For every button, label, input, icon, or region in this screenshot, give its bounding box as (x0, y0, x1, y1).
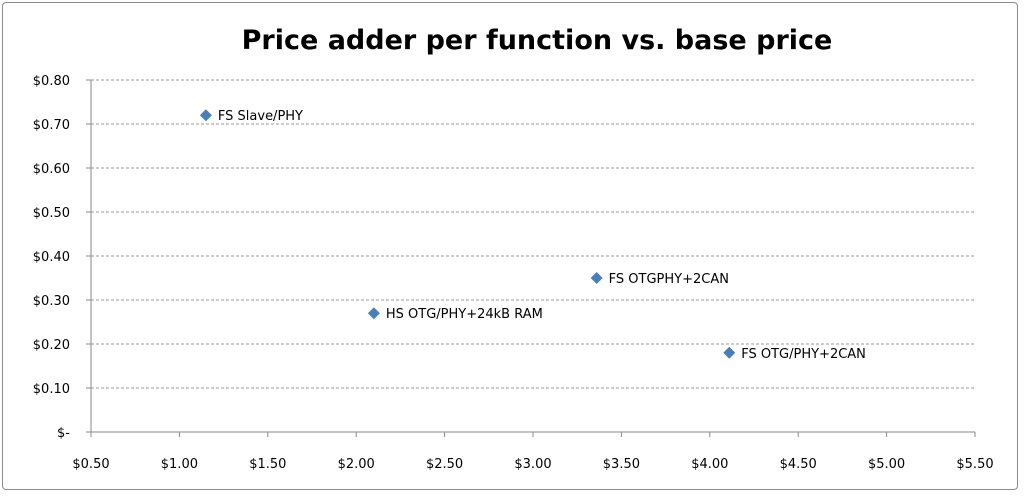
data-point-label: FS OTGPHY+2CAN (609, 272, 729, 287)
x-tick-label: $3.50 (603, 457, 640, 472)
data-point-label: FS OTG/PHY+2CAN (741, 347, 866, 362)
y-tick-label: $0.80 (33, 74, 70, 89)
x-tick-label: $2.50 (426, 457, 463, 472)
x-tick-label: $1.50 (249, 457, 286, 472)
x-tick-label: $4.00 (691, 457, 728, 472)
y-tick-label: $0.10 (33, 382, 70, 397)
chart-title: Price adder per function vs. base price (242, 25, 833, 56)
data-point-marker (723, 346, 736, 359)
y-tick-label: $0.40 (33, 250, 70, 265)
y-tick-label: $0.60 (33, 162, 70, 177)
y-tick-label: $0.30 (33, 294, 70, 309)
data-point-marker (199, 109, 212, 122)
data-point-label: HS OTG/PHY+24kB RAM (386, 307, 543, 322)
x-tick-label: $0.50 (72, 457, 109, 472)
x-tick-label: $5.00 (868, 457, 905, 472)
data-point-marker (367, 307, 380, 320)
x-tick-label: $4.50 (780, 457, 817, 472)
y-tick-label: $0.20 (33, 338, 70, 353)
data-point-marker (590, 272, 603, 284)
x-tick-label: $5.50 (956, 457, 993, 472)
x-tick-label: $1.00 (161, 457, 198, 472)
y-tick-label: $0.50 (33, 206, 70, 221)
y-tick-label: $- (57, 426, 70, 441)
x-tick-label: $2.00 (338, 457, 375, 472)
y-tick-label: $0.70 (33, 118, 70, 133)
grid-layer (91, 79, 975, 389)
data-point-label: FS Slave/PHY (218, 109, 303, 124)
points-layer: FS Slave/PHY HS OTG/PHY+24kB RAM FS OTGPHY… (199, 109, 866, 362)
axis-layer: $- $0.10 $0.20 $0.30 $0.40 $0.50 $0.60 $0.70 $0.… (33, 74, 994, 472)
x-tick-label: $3.00 (514, 457, 551, 472)
chart-frame (2, 2, 1018, 490)
